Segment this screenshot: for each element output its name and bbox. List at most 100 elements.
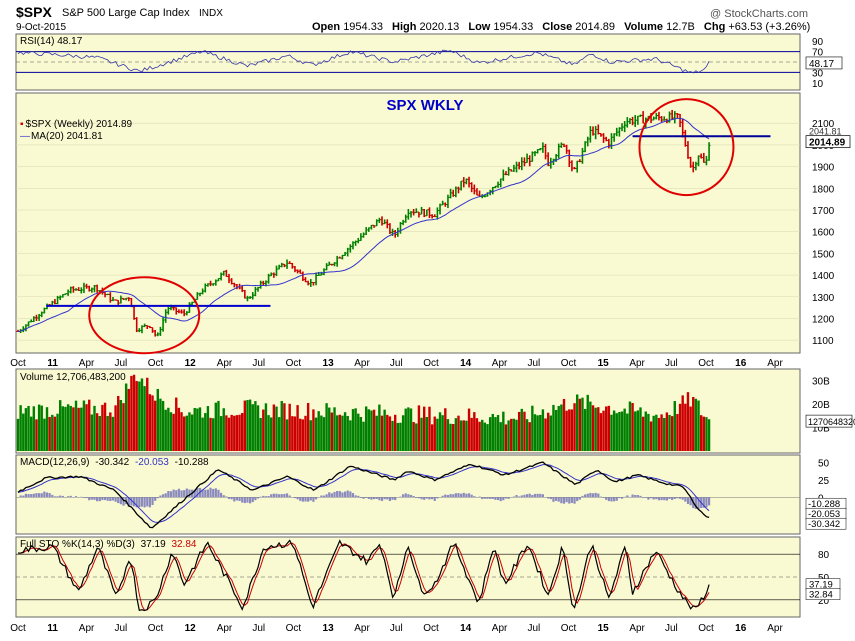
volume-bar: [357, 413, 360, 451]
macd-histogram-bar: [333, 491, 336, 498]
volume-bar: [634, 411, 637, 451]
volume-bar: [66, 404, 70, 451]
x-tick-label: Oct: [286, 358, 302, 369]
macd-histogram-bar: [478, 496, 481, 498]
macd-histogram-bar: [547, 497, 550, 499]
macd-histogram-bar: [24, 493, 28, 498]
volume-bar: [615, 413, 618, 451]
volume-bar: [486, 424, 489, 451]
price-axis: 2100200019001800170016001500140013001200…: [805, 119, 851, 347]
volume-bar: [663, 417, 666, 451]
macd-histogram-bar: [272, 493, 275, 498]
macd-histogram-bar: [109, 497, 112, 502]
macd-histogram-bar: [254, 497, 257, 501]
macd-histogram-bar: [169, 491, 173, 498]
macd-histogram-bar: [386, 497, 389, 500]
macd-last-label: -20.053: [808, 509, 840, 520]
volume-bar: [589, 401, 592, 451]
volume-bar: [568, 409, 571, 451]
macd-axis: 50250-25-10.288-20.053-30.342: [805, 459, 847, 530]
macd-histogram-bar: [48, 493, 51, 498]
volume-bar: [275, 406, 278, 451]
macd-histogram-bar: [518, 496, 521, 498]
x-tick-label: 13: [323, 358, 335, 369]
macd-histogram-bar: [584, 494, 587, 498]
volume-bar: [644, 411, 647, 451]
volume-bar: [219, 416, 223, 451]
macd-histogram-bar: [404, 493, 407, 498]
volume-bar: [409, 408, 413, 451]
volume-bar: [470, 417, 473, 451]
x-tick-label: 11: [47, 623, 58, 634]
macd-histogram-bar: [243, 497, 246, 504]
macd-histogram-bar: [481, 497, 484, 500]
macd-histogram-bar: [267, 496, 270, 498]
volume-bar: [546, 412, 550, 451]
x-tick-label: 14: [460, 358, 472, 369]
macd-histogram-bar: [541, 494, 544, 498]
macd-histogram-bar: [209, 487, 212, 498]
macd-histogram-bar: [325, 494, 328, 498]
volume-bar: [541, 409, 545, 451]
macd-histogram-bar: [457, 493, 460, 498]
volume-bar: [631, 403, 634, 451]
macd-histogram-bar: [489, 497, 492, 499]
macd-histogram-bar: [32, 493, 35, 498]
macd-histogram-bar: [196, 488, 199, 498]
volume-bar: [375, 415, 378, 451]
macd-histogram-bar: [607, 497, 610, 502]
macd-last-box: [805, 517, 847, 530]
volume-bar: [262, 409, 265, 451]
macd-histogram-bar: [22, 495, 25, 498]
macd-histogram-bar: [130, 497, 133, 506]
x-tick-label: Oct: [698, 623, 714, 634]
macd-histogram-bar: [167, 491, 170, 498]
macd-histogram-bar: [449, 494, 452, 498]
volume-bar: [607, 405, 611, 451]
macd-histogram-bar: [636, 495, 639, 498]
macd-histogram-bar: [486, 497, 489, 499]
volume-bar: [488, 417, 492, 451]
macd-histogram-bar: [573, 497, 576, 504]
volume-bar: [277, 417, 281, 451]
macd-histogram-bar: [681, 497, 684, 500]
macd-histogram-bar: [380, 497, 384, 501]
volume-bar: [180, 412, 183, 451]
macd-histogram-bar: [349, 491, 352, 498]
volume-bar: [678, 403, 682, 451]
x-tick-label: Oct: [10, 623, 26, 634]
volume-bar: [705, 417, 708, 451]
macd-histogram-bar: [597, 493, 600, 498]
macd-histogram-bar: [206, 489, 210, 498]
x-tick-label: Jul: [252, 623, 265, 634]
price-tick-label: 1300: [812, 293, 835, 304]
volume-bar: [317, 411, 320, 451]
volume-bar: [605, 406, 608, 451]
volume-bar: [370, 410, 373, 451]
symbol: $SPX: [16, 4, 52, 20]
macd-histogram-bar: [53, 496, 57, 498]
volume-bar: [599, 413, 603, 451]
macd-tick-label: 50: [818, 459, 830, 470]
volume-bar: [393, 414, 397, 451]
macd-histogram-bar: [362, 497, 365, 499]
x-tick-label: Apr: [629, 358, 645, 369]
volume-bar: [124, 383, 128, 451]
macd-histogram-bar: [615, 497, 618, 501]
macd-histogram-bar: [138, 497, 141, 508]
macd-histogram-bar: [328, 492, 331, 498]
macd-histogram-bar: [520, 495, 523, 498]
volume-bar: [95, 413, 99, 451]
volume-bar: [655, 414, 658, 451]
price-grid: [16, 122, 800, 341]
volume-bar: [343, 412, 347, 451]
sto-tick-label: 80: [818, 550, 830, 561]
volume-bar: [649, 421, 653, 451]
volume-bar: [198, 407, 202, 451]
rsi-last-box: [805, 56, 843, 70]
macd-histogram-bar: [613, 497, 616, 502]
macd-histogram-bar: [262, 495, 265, 498]
volume-bar: [536, 415, 539, 451]
volume-bar: [37, 404, 41, 451]
